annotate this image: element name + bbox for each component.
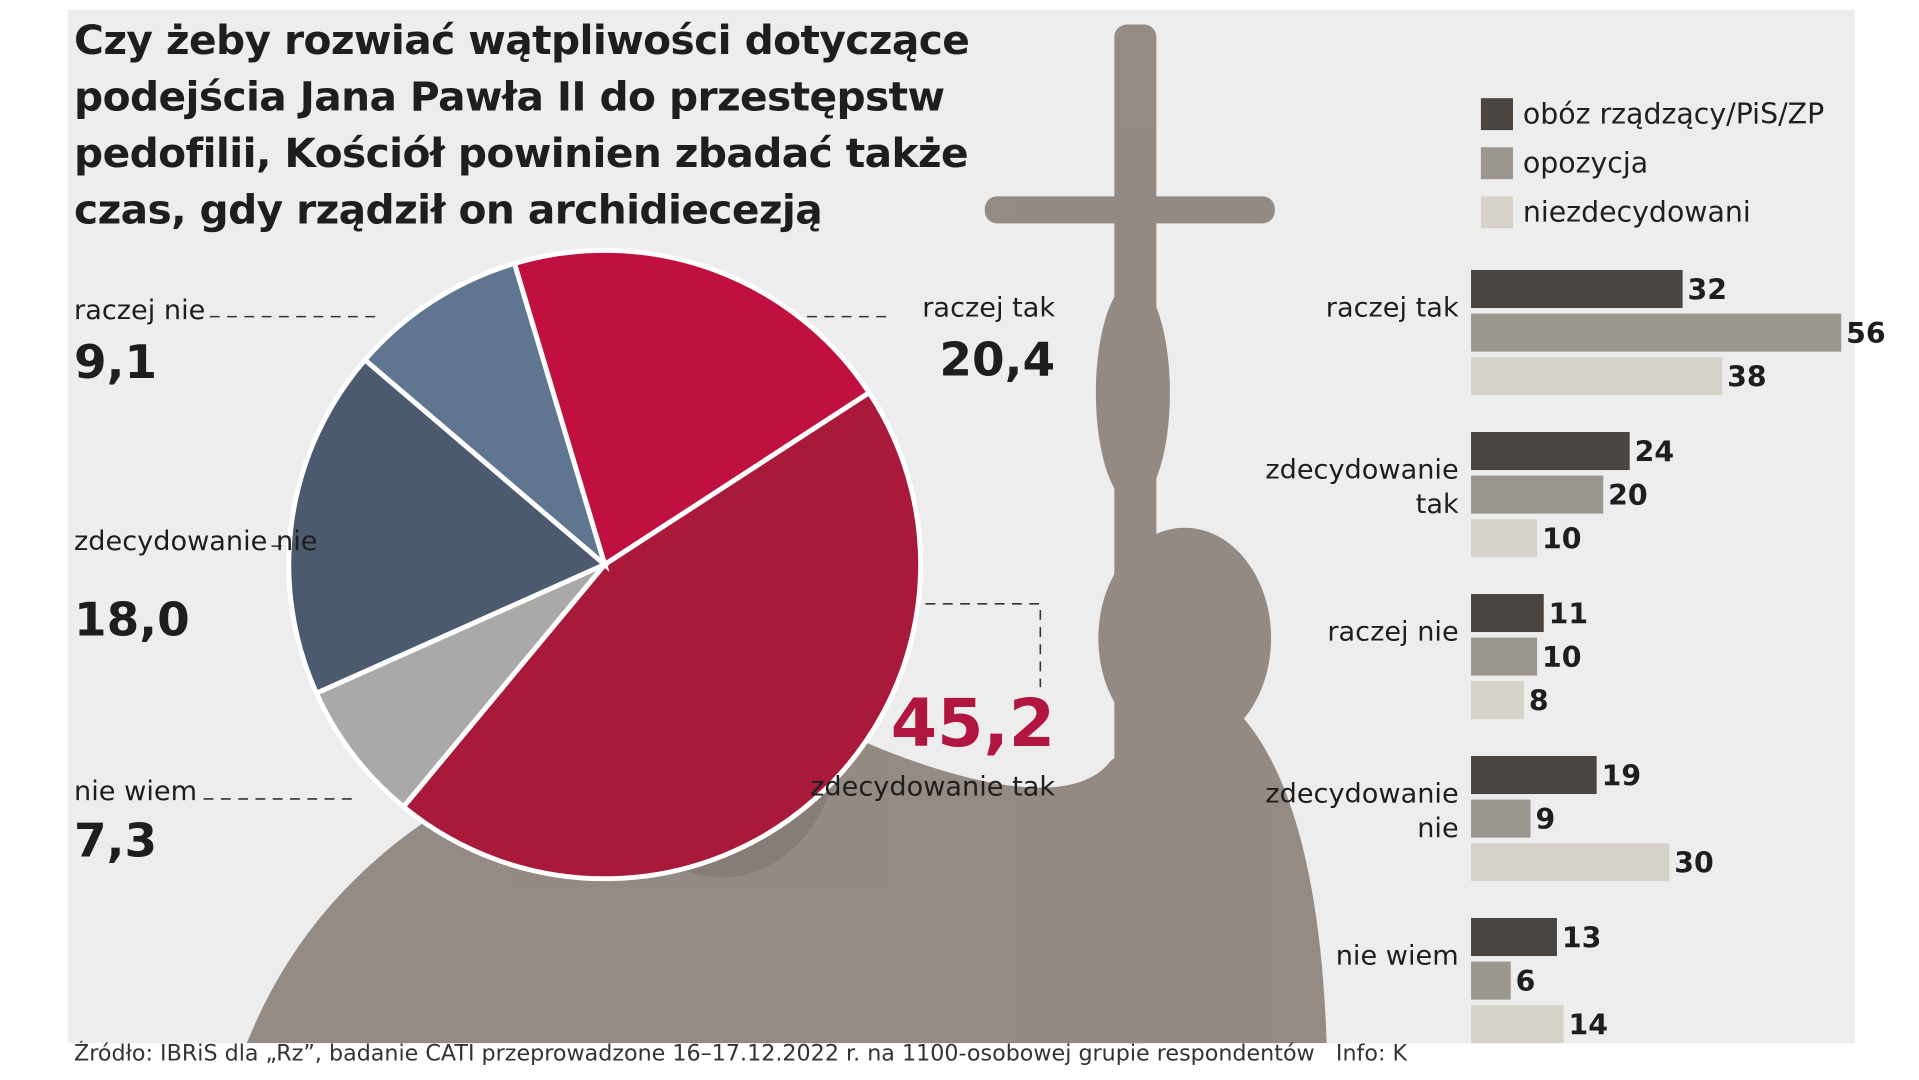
pie-category-label-box: nie wiem bbox=[74, 776, 198, 808]
bar-value-label: 38 bbox=[1727, 361, 1766, 394]
bar-category-label: nie wiem bbox=[1335, 940, 1459, 972]
bar-value-label: 11 bbox=[1549, 598, 1588, 631]
bar-value-label: 6 bbox=[1516, 965, 1536, 998]
pie-slice bbox=[286, 356, 610, 697]
pie-value-label-box: 7,3 bbox=[74, 813, 158, 868]
legend-label: opozycja bbox=[1523, 147, 1648, 180]
legend-swatch bbox=[1480, 147, 1513, 180]
chart-title-box: Czy żeby rozwiać wątpliwości dotyczące p… bbox=[74, 15, 970, 234]
bar bbox=[1471, 756, 1597, 795]
bar-value-label: 13 bbox=[1562, 922, 1601, 955]
pie-slice bbox=[400, 389, 924, 882]
bar-value-label: 19 bbox=[1602, 760, 1641, 793]
pie-category-label: zdecydowanie nie bbox=[74, 526, 318, 558]
bar-category-label-box: zdecydowanie nie bbox=[1265, 778, 1459, 844]
bar bbox=[1471, 681, 1524, 720]
bar bbox=[1471, 843, 1670, 882]
pie-category-label-box: zdecydowanie nie bbox=[74, 526, 318, 558]
pie-category-label: raczej tak bbox=[922, 293, 1056, 324]
bar bbox=[1471, 637, 1538, 676]
pie-slice bbox=[361, 260, 610, 572]
pie-category-label: nie wiem bbox=[74, 776, 198, 808]
pie-value-label-box: 9,1 bbox=[74, 335, 158, 390]
bar bbox=[1471, 594, 1544, 633]
pie-value-label: 20,4 bbox=[939, 332, 1056, 387]
bar-category-label: raczej nie bbox=[1327, 616, 1459, 648]
pie-slice bbox=[511, 247, 873, 569]
bar bbox=[1471, 357, 1723, 396]
pie-value-label-box: 20,4 bbox=[939, 332, 1056, 387]
chart-title: Czy żeby rozwiać wątpliwości dotyczące p… bbox=[74, 15, 970, 234]
bar-value-label: 24 bbox=[1635, 436, 1674, 469]
bar bbox=[1471, 519, 1538, 558]
bar bbox=[1471, 432, 1630, 471]
source-note: Źródło: IBRiS dla „Rz”, badanie CATI prz… bbox=[74, 1040, 1408, 1067]
legend-label: niezdecydowani bbox=[1523, 196, 1751, 229]
pie-category-label: raczej nie bbox=[74, 295, 206, 327]
bar-value-label: 56 bbox=[1846, 317, 1885, 350]
pie-slice bbox=[313, 562, 607, 811]
bar-value-label: 9 bbox=[1535, 803, 1555, 836]
pie-category-label-box: zdecydowanie tak bbox=[810, 771, 1056, 803]
source-note-box: Źródło: IBRiS dla „Rz”, badanie CATI prz… bbox=[74, 1040, 1408, 1067]
legend-label: obóz rządzący/PiS/ZP bbox=[1523, 97, 1824, 130]
pie-category-label-box: raczej tak bbox=[922, 293, 1056, 324]
bar-category-label-box: raczej nie bbox=[1327, 616, 1459, 648]
bar bbox=[1471, 918, 1557, 957]
pie-value-label-box: 45,2 bbox=[890, 693, 1056, 763]
bar bbox=[1471, 961, 1511, 1000]
bar bbox=[1471, 475, 1604, 514]
pie-value-label: 18,0 bbox=[74, 592, 190, 647]
bar bbox=[1471, 313, 1842, 352]
leader-lines bbox=[203, 315, 1042, 800]
bar bbox=[1471, 799, 1531, 838]
pie-value-label-box: 18,0 bbox=[74, 592, 190, 647]
bar-category-label-box: nie wiem bbox=[1335, 940, 1459, 972]
pie-category-label: zdecydowanie tak bbox=[810, 771, 1056, 803]
pie-value-label: 7,3 bbox=[74, 813, 158, 868]
legend-swatch bbox=[1480, 196, 1513, 229]
pie-value-label: 9,1 bbox=[74, 335, 158, 390]
bar-value-label: 14 bbox=[1569, 1009, 1608, 1042]
bar-value-label: 32 bbox=[1688, 274, 1727, 307]
bar-category-label: zdecydowanie tak bbox=[1265, 454, 1459, 520]
bar-category-label: raczej tak bbox=[1325, 292, 1459, 324]
bar bbox=[1471, 270, 1683, 309]
pie-category-label-box: raczej nie bbox=[74, 295, 206, 327]
bar-value-label: 20 bbox=[1608, 479, 1647, 512]
legend-swatch bbox=[1480, 98, 1513, 131]
bar-value-label: 8 bbox=[1529, 685, 1549, 718]
pie-value-label: 45,2 bbox=[890, 693, 1056, 763]
bar-category-label-box: raczej tak bbox=[1325, 292, 1459, 324]
bar-value-label: 10 bbox=[1542, 641, 1581, 674]
bar-category-label-box: zdecydowanie tak bbox=[1265, 454, 1459, 520]
bar-value-label: 30 bbox=[1674, 847, 1713, 880]
bar bbox=[1471, 1005, 1564, 1044]
bar-value-label: 10 bbox=[1542, 523, 1581, 556]
bar-category-label: zdecydowanie nie bbox=[1265, 778, 1459, 844]
